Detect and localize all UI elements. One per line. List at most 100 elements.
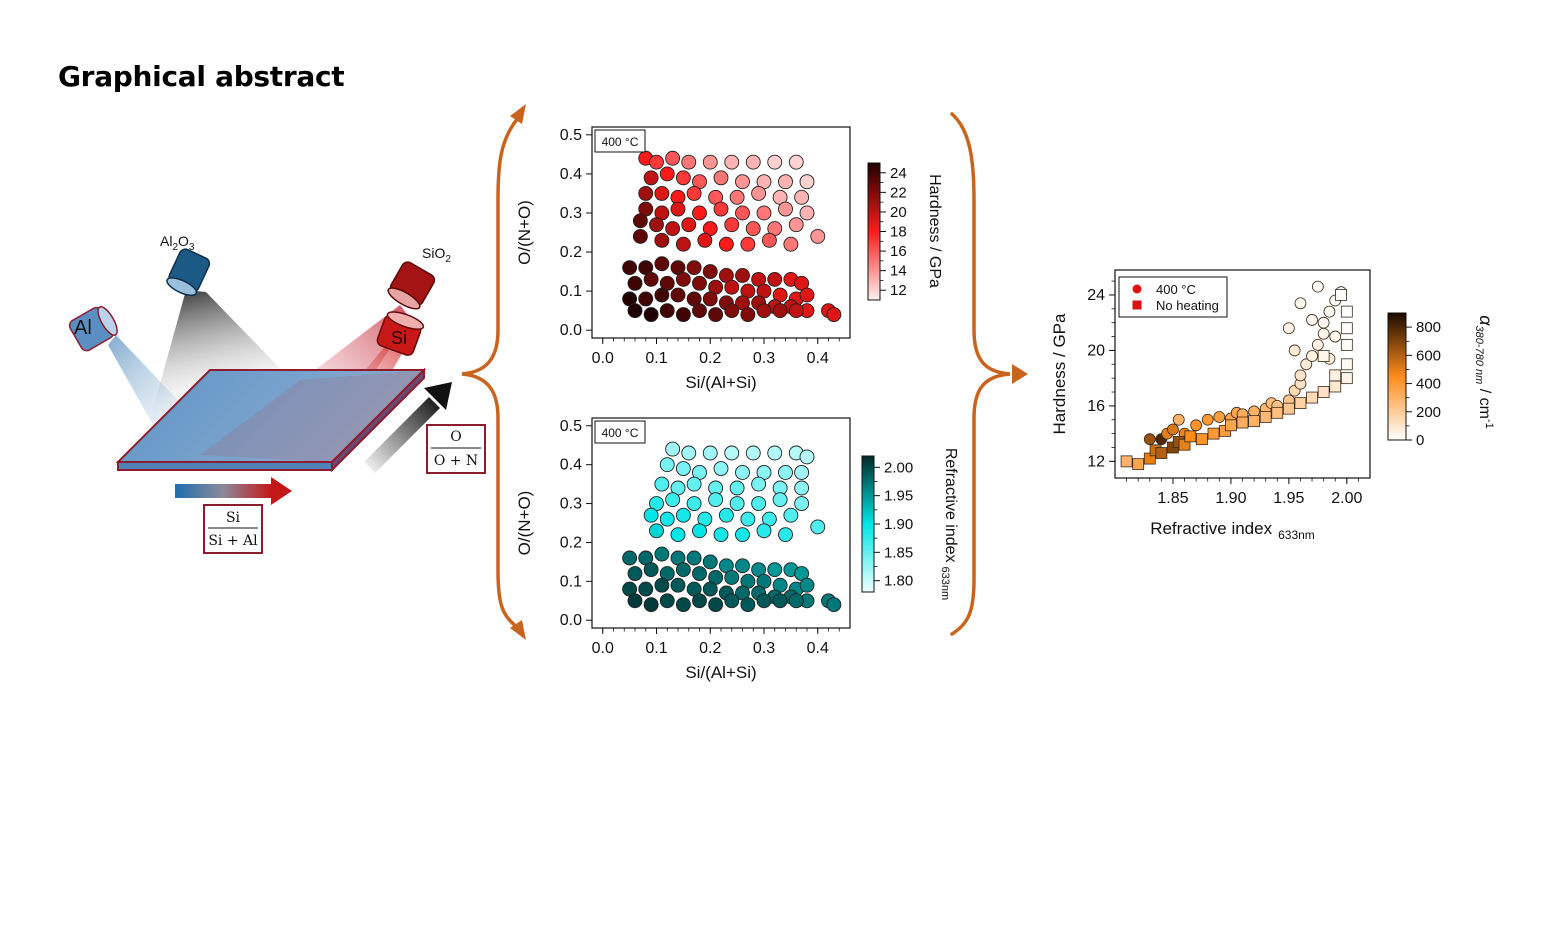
x-tick-label: 0.3 bbox=[753, 640, 775, 657]
al2o3-mid: O bbox=[178, 233, 189, 249]
data-point bbox=[778, 174, 793, 190]
colorbar-tick-label: 0 bbox=[1416, 432, 1424, 449]
data-point bbox=[788, 217, 804, 233]
y-tick-label: 0.1 bbox=[560, 283, 582, 300]
data-point bbox=[654, 232, 670, 248]
data-point bbox=[643, 307, 659, 323]
colorbar bbox=[1387, 312, 1407, 441]
colorbar-label: Hardness / GPa bbox=[926, 174, 943, 288]
data-point bbox=[654, 577, 670, 593]
data-point-square bbox=[1317, 350, 1330, 362]
data-point bbox=[718, 507, 734, 523]
data-point bbox=[713, 461, 729, 477]
data-point bbox=[670, 577, 686, 593]
colorbar-label-main: Hardness / GPa bbox=[926, 174, 943, 288]
y-axis-label: O/(N+O) bbox=[515, 200, 534, 265]
x-axis-label: Si/(Al+Si) bbox=[685, 663, 756, 682]
data-point bbox=[724, 217, 740, 233]
data-point bbox=[686, 550, 702, 566]
data-point-square bbox=[1340, 338, 1353, 351]
data-point bbox=[692, 275, 707, 291]
data-point-square bbox=[1236, 416, 1249, 429]
data-point bbox=[681, 217, 697, 233]
colorbar-label-main: α bbox=[1476, 315, 1496, 326]
data-point bbox=[627, 566, 643, 582]
data-point-square bbox=[1155, 447, 1168, 459]
x-tick-label: 1.90 bbox=[1215, 490, 1246, 507]
data-point bbox=[724, 154, 740, 170]
data-point bbox=[692, 303, 707, 319]
data-point bbox=[675, 236, 691, 252]
data-point bbox=[627, 593, 643, 609]
inset-label: 400 °C bbox=[602, 135, 639, 149]
data-point bbox=[665, 441, 681, 457]
data-point bbox=[713, 201, 729, 217]
y-tick-label: 20 bbox=[1087, 342, 1105, 359]
data-point bbox=[724, 445, 740, 461]
colorbar-tick-label: 2.00 bbox=[884, 459, 913, 476]
x-tick-label: 0.1 bbox=[645, 640, 667, 657]
data-point bbox=[686, 185, 702, 201]
colorbar-label-sup: -1 bbox=[1483, 419, 1495, 429]
data-point-circle bbox=[1311, 280, 1324, 293]
colorbar-label-unit: / cm bbox=[1476, 384, 1493, 419]
data-point bbox=[729, 480, 745, 496]
data-point bbox=[735, 527, 750, 543]
right-brace-arrowhead bbox=[1012, 364, 1028, 384]
page-title: Graphical abstract bbox=[58, 60, 345, 93]
data-point bbox=[778, 464, 793, 480]
data-point bbox=[756, 523, 772, 539]
data-point bbox=[756, 593, 772, 609]
colorbar-tick-label: 16 bbox=[890, 243, 907, 260]
data-point bbox=[708, 307, 724, 323]
y-axis-label: O/(N+O) bbox=[515, 491, 534, 556]
left-brace-top-arrowhead bbox=[510, 104, 526, 124]
data-point-square bbox=[1259, 411, 1272, 423]
data-point bbox=[654, 256, 670, 272]
data-point bbox=[681, 445, 697, 461]
data-point-circle bbox=[1306, 314, 1318, 326]
data-point bbox=[675, 461, 691, 477]
data-point-square bbox=[1248, 415, 1260, 428]
data-point bbox=[724, 569, 740, 585]
colorbar bbox=[861, 455, 875, 593]
colorbar-label: α380-780 nm / cm-1 bbox=[1473, 315, 1496, 428]
data-point bbox=[659, 511, 675, 527]
data-point-square bbox=[1340, 322, 1353, 335]
data-point-square bbox=[1120, 455, 1133, 468]
si-target bbox=[376, 311, 425, 356]
data-point bbox=[799, 577, 815, 593]
data-point bbox=[794, 480, 810, 496]
al-target bbox=[68, 306, 118, 352]
data-point bbox=[665, 221, 681, 237]
colorbar-tick-label: 24 bbox=[890, 165, 907, 182]
data-point bbox=[702, 154, 718, 170]
legend-marker-circle bbox=[1132, 284, 1142, 294]
data-point bbox=[638, 581, 654, 597]
data-point bbox=[654, 476, 670, 492]
data-point-circle bbox=[1143, 433, 1156, 446]
data-point bbox=[751, 496, 767, 512]
x-tick-label: 0.0 bbox=[592, 350, 614, 367]
data-point bbox=[729, 496, 745, 512]
data-point bbox=[692, 205, 707, 221]
y-tick-label: 0.1 bbox=[560, 573, 582, 590]
data-point-circle bbox=[1311, 338, 1324, 351]
data-point bbox=[783, 236, 799, 252]
colorbar-tick-label: 400 bbox=[1416, 376, 1441, 393]
colorbar-tick-label: 20 bbox=[890, 204, 907, 221]
si-fraction-box: Si Si + Al bbox=[203, 504, 263, 554]
data-point bbox=[767, 562, 783, 578]
data-point-circle bbox=[1300, 358, 1313, 371]
colorbar-tick-label: 1.80 bbox=[884, 573, 913, 590]
data-point bbox=[751, 476, 767, 492]
data-point-circle bbox=[1294, 369, 1307, 382]
data-point bbox=[767, 445, 783, 461]
x-tick-label: 1.95 bbox=[1273, 490, 1304, 507]
data-point-circle bbox=[1172, 413, 1185, 426]
data-point-circle bbox=[1317, 316, 1330, 329]
data-point bbox=[724, 279, 740, 295]
o-fraction-arrow bbox=[364, 382, 452, 473]
sio2-sub: 2 bbox=[445, 254, 451, 265]
colorbar-tick-label: 600 bbox=[1416, 347, 1441, 364]
